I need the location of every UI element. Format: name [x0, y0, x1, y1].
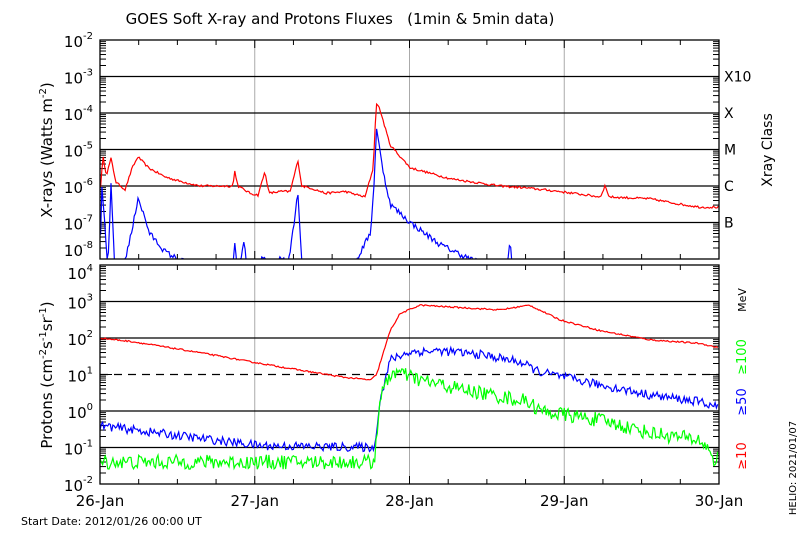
series-line-short-channel: [100, 128, 513, 259]
y-tick-label: 10-2: [64, 31, 93, 51]
series-line--10: [100, 303, 719, 381]
proton-panel: 104 103 102 101 100 10-1 10-226-Jan 27-Jan 28-Ja…: [64, 263, 743, 510]
start-date-label: Start Date: 2012/01/26 00:00 UT: [21, 515, 202, 528]
xray-class-label: B: [724, 216, 734, 232]
plot-frame: [99, 39, 720, 260]
xray-panel: 10-2 10-3 10-4 10-5 10-6 10-7 10-8 X10 X M C B: [64, 31, 751, 260]
y-tick-label: 10-5: [64, 141, 93, 161]
y-tick-label: 10-8: [64, 240, 93, 260]
y-tick-label: 104: [68, 263, 93, 283]
y-tick-label: 102: [68, 329, 93, 349]
chart-title: GOES Soft X-ray and Protons Fluxes (1min…: [126, 10, 555, 28]
x-tick-label: 30-Jan: [695, 492, 743, 510]
proton-y-axis-label: Protons (cm-2s-1sr-1): [38, 301, 56, 448]
helio-credit: HELIO: 2021/01/07: [788, 421, 799, 515]
xray-y-axis-label-sup: -2: [38, 88, 49, 98]
energy-unit-label: MeV: [736, 288, 749, 312]
series-line-long-channel: [100, 102, 719, 209]
energy-label-50: ≥50: [735, 388, 750, 415]
xray-class-label: X: [724, 106, 734, 122]
plot-frame: [99, 264, 720, 485]
y-tick-label: 103: [68, 293, 93, 313]
y-tick-label: 10-6: [64, 177, 93, 197]
y-tick-label: 100: [68, 402, 93, 422]
y-tick-label: 10-4: [64, 104, 93, 124]
x-tick-label: 26-Jan: [76, 492, 124, 510]
y-tick-label: 10-3: [64, 68, 93, 88]
series-line--50: [100, 345, 719, 453]
xray-class-label: M: [724, 143, 736, 159]
energy-label-10: ≥10: [735, 442, 750, 469]
xray-class-label: C: [724, 179, 734, 195]
xray-class-label: X10: [724, 70, 751, 86]
x-tick-label: 29-Jan: [540, 492, 588, 510]
y-tick-label: 10-1: [64, 439, 93, 459]
xray-class-axis-title: Xray Class: [760, 113, 776, 187]
y-tick-label: 10-2: [64, 475, 93, 495]
x-tick-label: 27-Jan: [231, 492, 279, 510]
x-tick-label: 28-Jan: [385, 492, 433, 510]
energy-label-100: ≥100: [735, 339, 750, 375]
xray-y-axis-label: X-rays (Watts m-2): [38, 82, 56, 217]
y-tick-label: 10-7: [64, 214, 93, 234]
y-tick-label: 101: [68, 366, 93, 386]
series-line--100: [100, 367, 719, 471]
